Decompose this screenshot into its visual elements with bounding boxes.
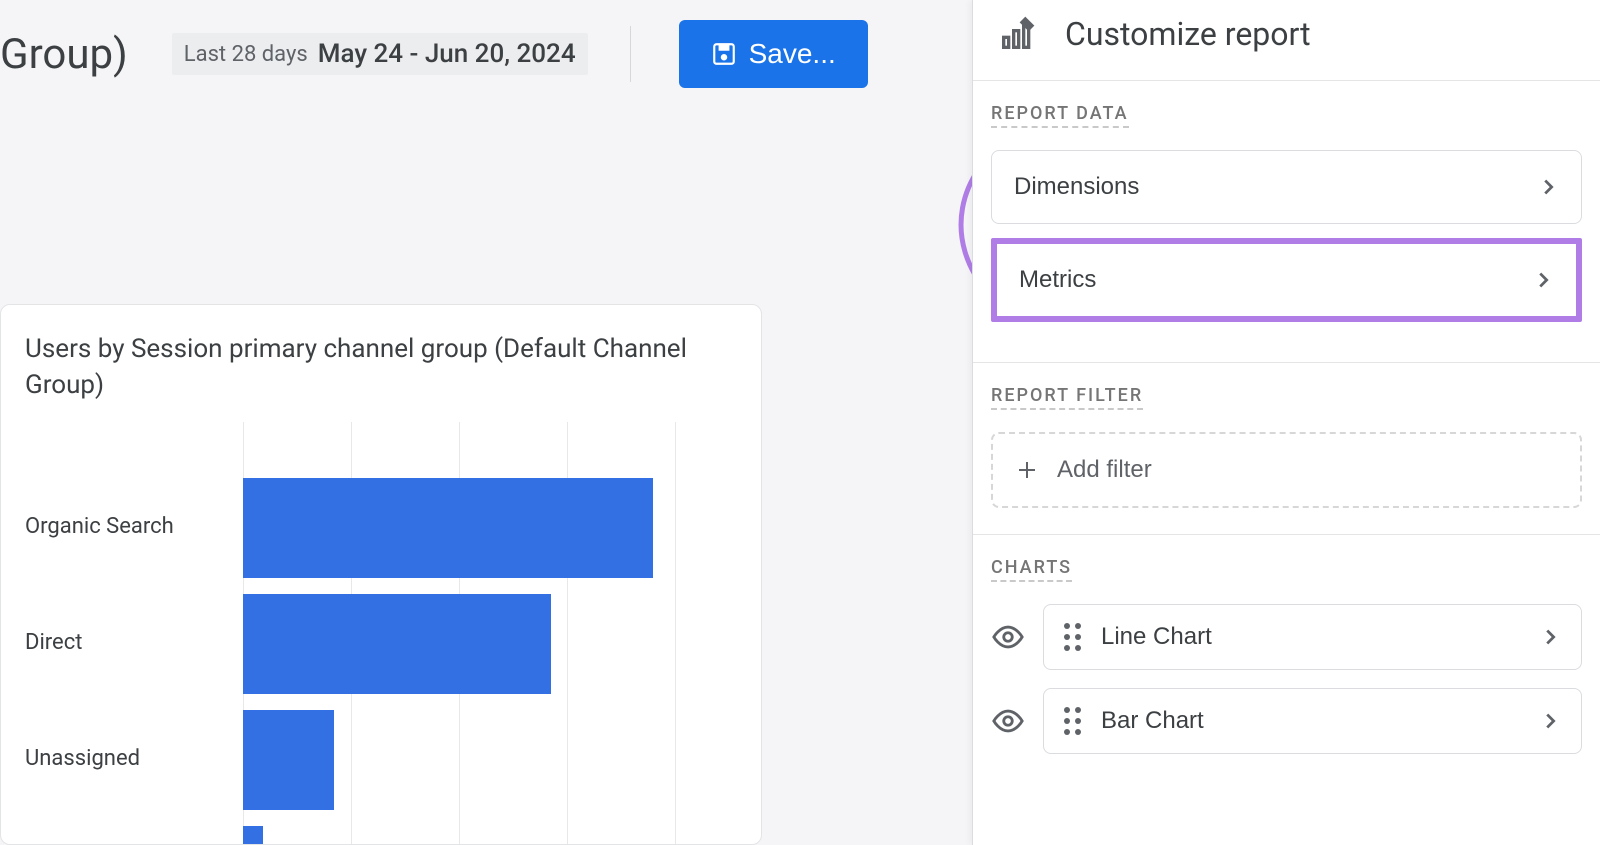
date-range-selector[interactable]: Last 28 days May 24 - Jun 20, 2024 — [172, 33, 588, 75]
metrics-button[interactable]: Metrics — [991, 238, 1582, 322]
panel-title: Customize report — [1065, 15, 1311, 53]
chevron-right-icon — [1532, 269, 1554, 291]
bar-label: Direct — [25, 630, 225, 655]
chevron-right-icon — [1537, 176, 1559, 198]
section-label-charts: CHARTS — [991, 557, 1072, 582]
section-label-report-filter: REPORT FILTER — [991, 385, 1143, 410]
visibility-icon[interactable] — [991, 620, 1025, 654]
section-report-filter: REPORT FILTER Add filter — [973, 362, 1600, 534]
chevron-right-icon — [1539, 626, 1561, 648]
save-icon — [711, 41, 737, 67]
bar-label: Organic Search — [25, 514, 225, 539]
chart-gridline — [675, 422, 676, 845]
divider — [630, 26, 631, 82]
chart-option-button[interactable]: Bar Chart — [1043, 688, 1582, 754]
chevron-right-icon — [1539, 710, 1561, 732]
bar — [243, 478, 653, 578]
drag-handle-icon[interactable] — [1064, 623, 1081, 651]
dimensions-button[interactable]: Dimensions — [991, 150, 1582, 224]
bar — [243, 710, 334, 810]
chart-option-label: Line Chart — [1101, 623, 1212, 651]
drag-handle-icon[interactable] — [1064, 707, 1081, 735]
save-button-label: Save... — [749, 38, 836, 70]
bar-chart: Organic Search Direct Unassigned — [25, 422, 737, 845]
section-label-report-data: REPORT DATA — [991, 103, 1129, 128]
chart-option-button[interactable]: Line Chart — [1043, 604, 1582, 670]
section-charts: CHARTS Line Chart Bar Chart — [973, 534, 1600, 798]
page-title: Group) — [0, 30, 128, 79]
row-label: Dimensions — [1014, 173, 1139, 201]
section-report-data: REPORT DATA Dimensions Metrics — [973, 80, 1600, 362]
report-header: Group) Last 28 days May 24 - Jun 20, 202… — [0, 0, 972, 88]
report-main-area: Group) Last 28 days May 24 - Jun 20, 202… — [0, 0, 972, 845]
plus-icon — [1015, 458, 1039, 482]
save-button[interactable]: Save... — [679, 20, 868, 88]
chart-card: Users by Session primary channel group (… — [0, 304, 762, 845]
chart-option-row: Line Chart — [991, 604, 1582, 670]
panel-header: Customize report — [973, 0, 1600, 80]
chart-option-label: Bar Chart — [1101, 707, 1204, 735]
customize-panel: Customize report REPORT DATA Dimensions M… — [972, 0, 1600, 845]
bar — [243, 594, 551, 694]
chart-option-row: Bar Chart — [991, 688, 1582, 754]
chart-title: Users by Session primary channel group (… — [25, 331, 737, 404]
visibility-icon[interactable] — [991, 704, 1025, 738]
bar-label: Unassigned — [25, 746, 225, 771]
row-label: Metrics — [1019, 266, 1096, 294]
bar — [243, 826, 263, 845]
add-filter-button[interactable]: Add filter — [991, 432, 1582, 508]
date-range-value: May 24 - Jun 20, 2024 — [318, 39, 576, 69]
date-range-label: Last 28 days — [184, 42, 308, 67]
customize-report-icon — [997, 14, 1037, 54]
add-filter-label: Add filter — [1057, 456, 1152, 484]
